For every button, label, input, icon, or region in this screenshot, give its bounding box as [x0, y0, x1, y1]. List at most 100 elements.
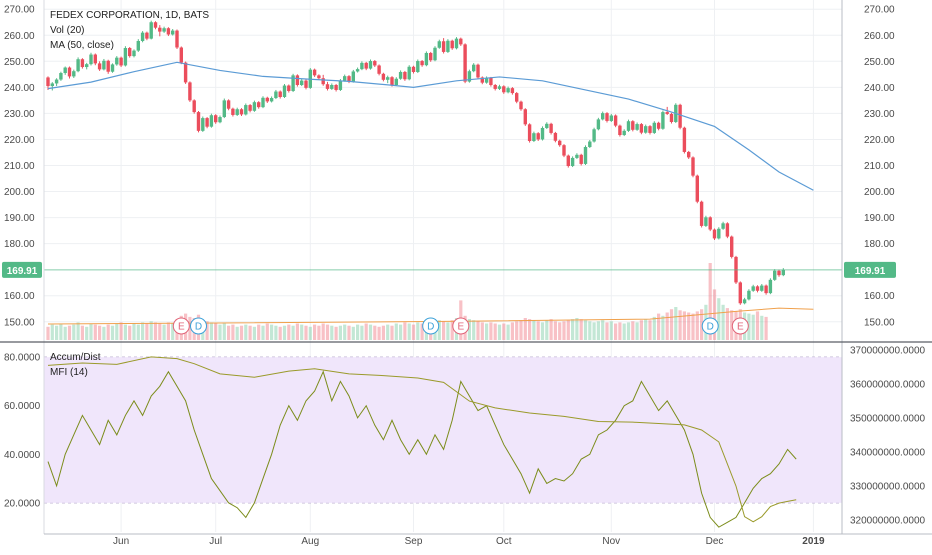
price-tick-label-left: 260.00: [4, 31, 35, 42]
volume-bar: [571, 319, 575, 340]
candle-body: [751, 286, 755, 291]
volume-bar: [540, 322, 545, 340]
volume-bar: [153, 322, 158, 340]
volume-bar: [532, 320, 536, 340]
candle-body: [540, 127, 545, 140]
volume-bar: [67, 325, 72, 340]
candle-body: [355, 69, 360, 72]
candle-body: [510, 88, 515, 94]
volume-bar: [244, 324, 248, 340]
volume-bar: [626, 322, 631, 340]
candle-body: [592, 129, 596, 142]
candle-body: [717, 228, 721, 239]
volume-bar: [89, 323, 93, 340]
volume-bar: [295, 323, 299, 340]
candle-body: [588, 141, 592, 147]
candle-body: [441, 41, 446, 52]
time-tick-label: Jun: [113, 536, 129, 547]
volume-bar: [188, 316, 192, 340]
candle-body: [656, 122, 661, 129]
candle-body: [424, 52, 429, 66]
candle-body: [467, 71, 472, 82]
candle-body: [596, 119, 601, 130]
volume-bar: [313, 324, 317, 340]
event-marker-label: E: [457, 322, 464, 333]
candle-body: [691, 157, 695, 176]
volume-bar: [356, 324, 360, 340]
candle-body: [209, 115, 214, 127]
candle-body: [768, 279, 773, 294]
price-tick-label: 210.00: [864, 161, 895, 172]
candle-body: [149, 22, 153, 39]
volume-bar: [360, 325, 364, 340]
price-tick-label-left: 160.00: [4, 291, 35, 302]
candle-body: [570, 157, 575, 167]
volume-bar: [166, 322, 170, 340]
volume-bar: [661, 315, 665, 340]
candle-body: [631, 121, 635, 130]
volume-bar: [214, 323, 218, 340]
last-price-label-left: 169.91: [7, 266, 38, 277]
volume-bar: [411, 324, 416, 340]
volume-bar: [596, 321, 600, 340]
volume-bar: [536, 321, 540, 340]
volume-bar: [751, 314, 755, 340]
volume-bar: [549, 319, 553, 340]
candle-body: [54, 79, 59, 84]
candle-body: [252, 102, 257, 111]
candle-body: [63, 67, 67, 74]
candle-body: [325, 84, 330, 89]
candle-body: [747, 290, 751, 300]
volume-bar: [377, 326, 381, 340]
candle-body: [188, 82, 192, 101]
candle-body: [398, 71, 403, 79]
volume-bar: [274, 325, 278, 340]
volume-bar: [252, 326, 256, 340]
candle-body: [248, 105, 252, 111]
candle-body: [317, 75, 321, 79]
volume-bar: [648, 320, 652, 340]
candle-body: [162, 28, 166, 32]
volume-bar: [553, 321, 557, 340]
candle-body: [278, 91, 282, 97]
candle-body: [274, 91, 278, 99]
price-tick-label-left: 150.00: [4, 317, 35, 328]
volume-bar: [506, 324, 510, 340]
volume-bar: [304, 325, 308, 340]
candle-body: [519, 101, 523, 110]
candle-body: [50, 83, 54, 87]
volume-bar: [330, 325, 334, 340]
earnings-marker: [452, 317, 470, 335]
volume-bar: [239, 325, 244, 340]
candle-body: [67, 67, 72, 77]
volume-bar: [373, 325, 377, 340]
candle-body: [115, 57, 119, 65]
volume-bar: [158, 323, 162, 340]
time-tick-label: Aug: [301, 536, 319, 547]
dividend-marker: [701, 317, 719, 335]
candle-body: [89, 54, 93, 65]
candle-body: [386, 77, 390, 80]
candle-body: [489, 77, 493, 86]
time-tick-label: Nov: [602, 536, 620, 547]
candle-body: [648, 126, 652, 133]
candle-body: [110, 64, 115, 72]
candle-body: [446, 40, 450, 52]
volume-bar: [618, 322, 622, 340]
price-tick-label-left: 190.00: [4, 213, 35, 224]
candle-body: [502, 86, 506, 93]
volume-bar: [162, 324, 166, 340]
volume-bar: [347, 325, 351, 340]
volume-bar: [472, 320, 476, 340]
candle-body: [669, 113, 674, 122]
volume-bar: [635, 322, 639, 340]
volume-bar: [235, 326, 239, 340]
volume-bar: [145, 323, 149, 340]
candle-body: [433, 47, 437, 61]
candle-body: [145, 32, 149, 39]
dividend-marker: [422, 317, 440, 335]
candle-body: [394, 78, 398, 86]
volume-bar: [609, 321, 613, 340]
candle-body: [347, 76, 351, 82]
